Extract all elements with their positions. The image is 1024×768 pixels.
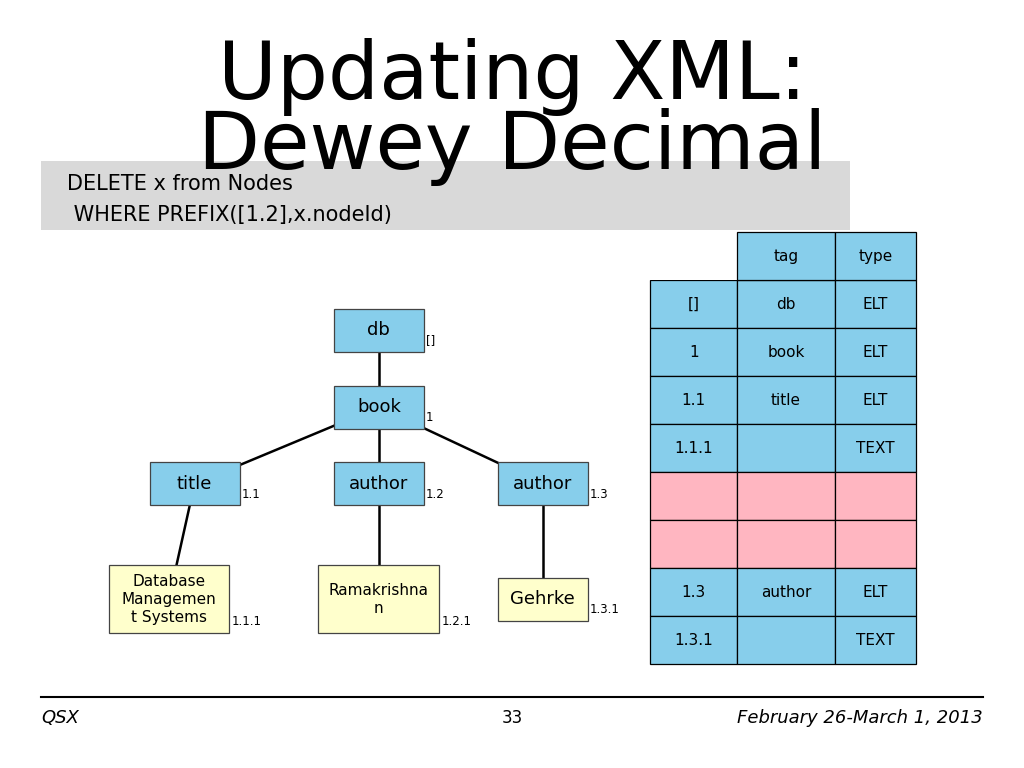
FancyBboxPatch shape bbox=[650, 329, 737, 376]
Text: DELETE x from Nodes: DELETE x from Nodes bbox=[67, 174, 293, 194]
Text: 1.1: 1.1 bbox=[682, 392, 706, 408]
Text: 1.1.1: 1.1.1 bbox=[231, 615, 261, 628]
FancyBboxPatch shape bbox=[737, 616, 835, 664]
FancyBboxPatch shape bbox=[650, 424, 737, 472]
FancyBboxPatch shape bbox=[835, 616, 916, 664]
FancyBboxPatch shape bbox=[650, 616, 737, 664]
FancyBboxPatch shape bbox=[737, 568, 835, 616]
FancyBboxPatch shape bbox=[737, 329, 835, 376]
FancyBboxPatch shape bbox=[835, 568, 916, 616]
Text: 1.1.1: 1.1.1 bbox=[675, 441, 713, 456]
Text: Dewey Decimal: Dewey Decimal bbox=[198, 108, 826, 187]
Text: WHERE PREFIX([1.2],x.nodeId): WHERE PREFIX([1.2],x.nodeId) bbox=[67, 205, 391, 225]
Text: ELT: ELT bbox=[863, 345, 888, 360]
Text: TEXT: TEXT bbox=[856, 633, 895, 648]
Text: []: [] bbox=[426, 334, 435, 347]
FancyBboxPatch shape bbox=[498, 578, 588, 621]
FancyBboxPatch shape bbox=[650, 376, 737, 424]
Text: author: author bbox=[349, 475, 409, 493]
Text: 1.3: 1.3 bbox=[590, 488, 608, 501]
FancyBboxPatch shape bbox=[41, 161, 850, 230]
Text: db: db bbox=[368, 321, 390, 339]
Text: author: author bbox=[761, 584, 811, 600]
FancyBboxPatch shape bbox=[150, 462, 240, 505]
Text: 1: 1 bbox=[689, 345, 698, 360]
FancyBboxPatch shape bbox=[318, 565, 439, 633]
Text: 1.3.1: 1.3.1 bbox=[590, 603, 620, 616]
Text: 1.3: 1.3 bbox=[682, 584, 706, 600]
Text: title: title bbox=[771, 392, 801, 408]
Text: Gehrke: Gehrke bbox=[510, 590, 575, 608]
FancyBboxPatch shape bbox=[835, 232, 916, 280]
FancyBboxPatch shape bbox=[835, 521, 916, 568]
Text: 1.2: 1.2 bbox=[426, 488, 444, 501]
FancyBboxPatch shape bbox=[835, 424, 916, 472]
Text: ELT: ELT bbox=[863, 296, 888, 312]
Text: []: [] bbox=[688, 296, 699, 312]
Text: Database
Managemen
t Systems: Database Managemen t Systems bbox=[122, 574, 216, 624]
Text: February 26-March 1, 2013: February 26-March 1, 2013 bbox=[737, 709, 983, 727]
Text: ELT: ELT bbox=[863, 392, 888, 408]
FancyBboxPatch shape bbox=[650, 521, 737, 568]
Text: 1: 1 bbox=[426, 411, 433, 424]
Text: 1.2.1: 1.2.1 bbox=[441, 615, 471, 628]
Text: tag: tag bbox=[773, 249, 799, 264]
Text: Updating XML:: Updating XML: bbox=[218, 38, 806, 116]
FancyBboxPatch shape bbox=[334, 309, 424, 352]
Text: ELT: ELT bbox=[863, 584, 888, 600]
FancyBboxPatch shape bbox=[835, 472, 916, 521]
Text: book: book bbox=[357, 398, 400, 416]
FancyBboxPatch shape bbox=[737, 280, 835, 329]
FancyBboxPatch shape bbox=[498, 462, 588, 505]
FancyBboxPatch shape bbox=[650, 232, 737, 280]
FancyBboxPatch shape bbox=[737, 424, 835, 472]
Text: 33: 33 bbox=[502, 709, 522, 727]
FancyBboxPatch shape bbox=[334, 386, 424, 429]
FancyBboxPatch shape bbox=[650, 568, 737, 616]
Text: book: book bbox=[767, 345, 805, 360]
FancyBboxPatch shape bbox=[650, 472, 737, 521]
Text: QSX: QSX bbox=[41, 709, 79, 727]
FancyBboxPatch shape bbox=[650, 280, 737, 329]
Text: db: db bbox=[776, 296, 796, 312]
FancyBboxPatch shape bbox=[835, 280, 916, 329]
Text: Ramakrishna
n: Ramakrishna n bbox=[329, 583, 429, 615]
Text: 1.3.1: 1.3.1 bbox=[675, 633, 713, 648]
FancyBboxPatch shape bbox=[737, 376, 835, 424]
FancyBboxPatch shape bbox=[835, 376, 916, 424]
Text: 1.1: 1.1 bbox=[242, 488, 260, 501]
FancyBboxPatch shape bbox=[737, 472, 835, 521]
Text: title: title bbox=[177, 475, 212, 493]
FancyBboxPatch shape bbox=[737, 521, 835, 568]
FancyBboxPatch shape bbox=[109, 565, 229, 633]
Text: type: type bbox=[858, 249, 893, 264]
FancyBboxPatch shape bbox=[334, 462, 424, 505]
FancyBboxPatch shape bbox=[835, 329, 916, 376]
Text: TEXT: TEXT bbox=[856, 441, 895, 456]
FancyBboxPatch shape bbox=[737, 232, 835, 280]
Text: author: author bbox=[513, 475, 572, 493]
